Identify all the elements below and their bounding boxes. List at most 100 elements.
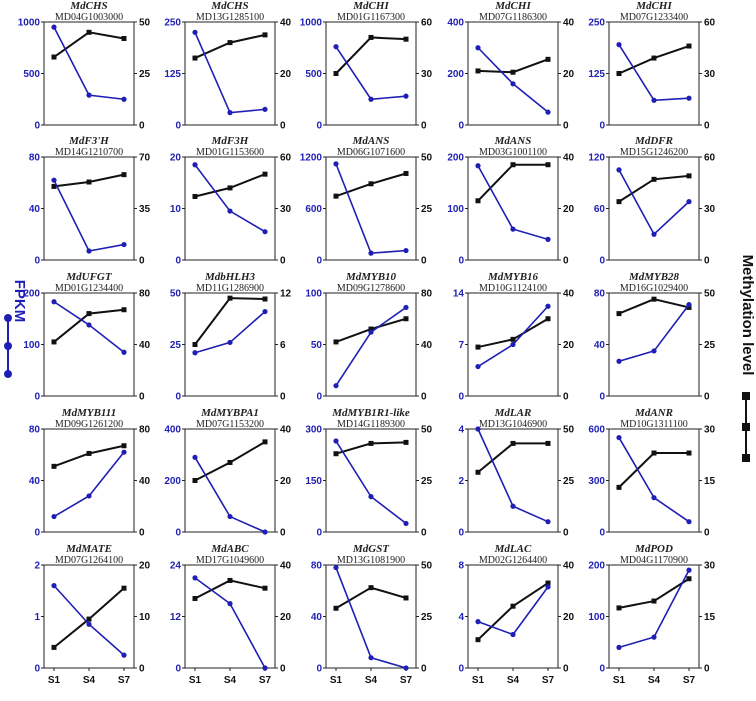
left-tick-label: 0 bbox=[175, 121, 181, 132]
methylation-point bbox=[510, 336, 516, 342]
fpkm-line bbox=[477, 47, 549, 113]
methylation-point bbox=[686, 304, 692, 310]
gene-name: MdMYBPA1 bbox=[200, 407, 259, 419]
methylation-point bbox=[403, 36, 409, 42]
x-tick-label: S1 bbox=[189, 675, 202, 686]
x-tick-label: S4 bbox=[648, 675, 661, 686]
fpkm-point bbox=[227, 513, 233, 520]
methylation-point bbox=[192, 193, 198, 199]
right-tick-label: 0 bbox=[421, 664, 427, 675]
left-tick-label: 0 bbox=[458, 528, 464, 539]
right-tick-label: 40 bbox=[280, 425, 292, 436]
fpkm-point bbox=[616, 167, 622, 173]
methylation-point bbox=[51, 183, 57, 189]
gene-id: MD07G1264100 bbox=[55, 555, 123, 566]
left-tick-label: 0 bbox=[599, 256, 605, 267]
gene-name: MdDFR bbox=[634, 135, 673, 147]
methylation-point bbox=[510, 440, 516, 446]
left-tick-label: 250 bbox=[588, 18, 605, 29]
fpkm-point bbox=[192, 575, 198, 581]
gene-name: MdMYB16 bbox=[487, 271, 539, 283]
right-tick-label: 50 bbox=[421, 153, 433, 164]
plot-frame bbox=[467, 564, 559, 669]
right-tick-label: 0 bbox=[280, 392, 286, 403]
methylation-line bbox=[53, 444, 125, 468]
fpkm-point bbox=[510, 503, 516, 509]
left-tick-label: 0 bbox=[458, 392, 464, 403]
fpkm-line bbox=[194, 456, 266, 533]
left-tick-label: 0 bbox=[175, 392, 181, 403]
right-tick-label: 0 bbox=[421, 528, 427, 539]
right-axis-legend: Methylation level bbox=[739, 255, 756, 462]
fpkm-point bbox=[121, 241, 127, 248]
fpkm-point bbox=[227, 208, 233, 214]
methylation-point bbox=[227, 295, 233, 301]
left-tick-label: 125 bbox=[588, 69, 605, 80]
right-tick-label: 10 bbox=[139, 612, 151, 623]
methylation-point bbox=[368, 34, 374, 40]
gene-name: MdMYB1R1-like bbox=[331, 407, 410, 419]
x-tick-label: S4 bbox=[365, 675, 378, 686]
fpkm-line bbox=[335, 440, 407, 525]
right-tick-label: 0 bbox=[139, 664, 145, 675]
fpkm-point bbox=[333, 383, 339, 389]
right-tick-label: 60 bbox=[421, 18, 433, 29]
methylation-line bbox=[477, 163, 548, 202]
fpkm-point bbox=[368, 494, 374, 500]
methylation-point bbox=[403, 316, 409, 322]
gene-id: MD01G1167300 bbox=[337, 12, 405, 23]
gene-id: MD13G1285100 bbox=[196, 12, 264, 23]
fpkm-point bbox=[651, 348, 657, 354]
left-tick-label: 0 bbox=[34, 256, 40, 267]
left-tick-label: 1 bbox=[34, 612, 40, 623]
methylation-point bbox=[368, 181, 374, 187]
fpkm-point bbox=[121, 652, 127, 658]
gene-id: MD13G1081900 bbox=[337, 555, 405, 566]
left-tick-label: 200 bbox=[23, 289, 40, 300]
left-tick-label: 0 bbox=[316, 392, 322, 403]
fpkm-point bbox=[403, 304, 409, 311]
right-tick-label: 80 bbox=[139, 425, 151, 436]
methylation-point bbox=[651, 450, 657, 456]
methylation-point bbox=[333, 451, 339, 457]
right-tick-label: 20 bbox=[139, 561, 151, 572]
fpkm-point bbox=[227, 339, 233, 346]
fpkm-point bbox=[121, 449, 127, 455]
plot-frame bbox=[43, 292, 135, 397]
left-tick-label: 1000 bbox=[300, 18, 323, 29]
fpkm-line bbox=[335, 46, 407, 101]
right-tick-label: 80 bbox=[421, 289, 433, 300]
left-tick-label: 400 bbox=[447, 18, 464, 29]
methylation-point bbox=[51, 54, 57, 60]
right-tick-label: 15 bbox=[704, 612, 716, 623]
fpkm-point bbox=[51, 513, 57, 520]
x-tick-label: S7 bbox=[400, 675, 413, 686]
methylation-line bbox=[194, 579, 266, 600]
right-tick-label: 40 bbox=[563, 18, 575, 29]
methylation-line bbox=[53, 31, 125, 58]
left-tick-label: 0 bbox=[34, 664, 40, 675]
fpkm-point bbox=[227, 110, 233, 116]
left-tick-label: 0 bbox=[316, 528, 322, 539]
fpkm-line bbox=[477, 586, 549, 636]
left-tick-label: 80 bbox=[29, 153, 41, 164]
methylation-point bbox=[686, 450, 692, 456]
right-tick-label: 20 bbox=[563, 612, 575, 623]
methylation-point bbox=[545, 162, 551, 168]
right-tick-label: 50 bbox=[421, 561, 433, 572]
methylation-point bbox=[262, 585, 268, 591]
x-tick-label: S7 bbox=[542, 675, 555, 686]
left-tick-label: 0 bbox=[599, 392, 605, 403]
plot-frame bbox=[608, 21, 700, 126]
fpkm-point bbox=[686, 301, 692, 308]
right-tick-label: 25 bbox=[139, 69, 151, 80]
right-tick-label: 25 bbox=[421, 476, 433, 487]
right-tick-label: 20 bbox=[563, 69, 575, 80]
